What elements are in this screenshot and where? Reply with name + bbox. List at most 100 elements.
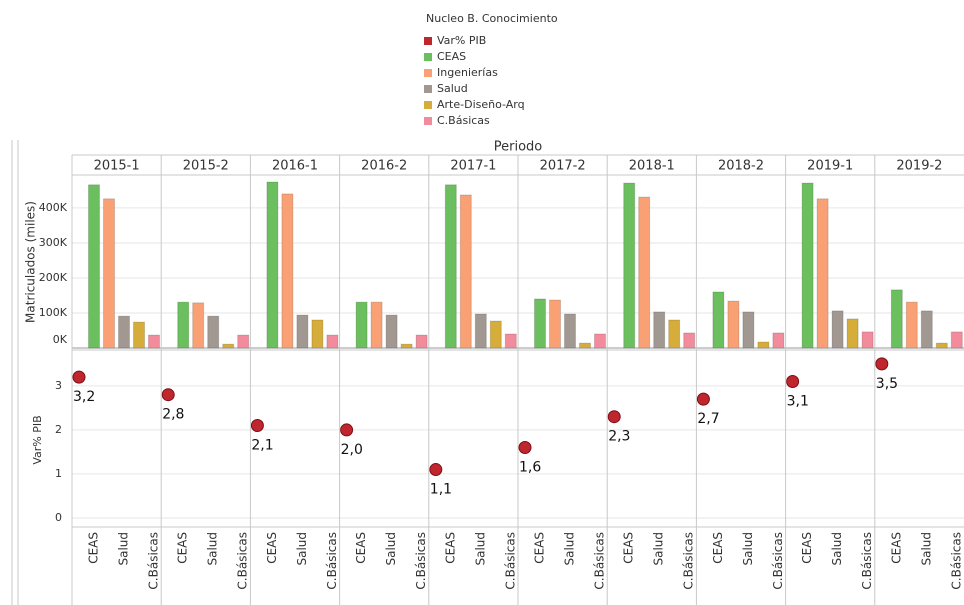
bar	[683, 332, 696, 349]
x-header-label: 2016-1	[272, 159, 318, 174]
bar	[103, 198, 115, 349]
x-header-label: 2019-2	[896, 159, 942, 174]
bar	[801, 182, 814, 349]
bar	[534, 298, 546, 349]
bar	[920, 310, 933, 349]
x-tick-label: C.Básicas	[503, 532, 517, 590]
y-title: Matriculados (miles)	[24, 201, 38, 323]
x-tick-label: C.Básicas	[414, 532, 428, 590]
x-tick-label: Salud	[473, 532, 487, 566]
data-label: 3,2	[73, 389, 95, 405]
bar	[355, 301, 368, 349]
x-tick-label: C.Básicas	[147, 532, 161, 590]
x-tick-label: CEAS	[87, 532, 101, 564]
dot	[875, 357, 889, 371]
bar	[222, 343, 235, 349]
legend-title: Nucleo B. Conocimiento	[426, 12, 558, 25]
x-tick-label: C.Básicas	[593, 532, 607, 590]
bar	[370, 301, 383, 349]
bar	[88, 184, 100, 349]
data-label: 2,3	[608, 429, 630, 445]
bar	[742, 311, 755, 349]
x-tick-label: Salud	[384, 532, 398, 566]
dot	[161, 388, 175, 402]
y-tick-label: 300K	[39, 236, 68, 249]
bar	[772, 332, 785, 349]
bar	[950, 331, 963, 349]
data-label: 2,7	[697, 411, 719, 427]
legend-label: Salud	[437, 82, 468, 95]
bar	[564, 313, 576, 349]
x-tick-label: C.Básicas	[236, 532, 250, 590]
y-tick-label: 100K	[39, 306, 68, 319]
data-label: 1,1	[430, 482, 452, 498]
x-tick-label: CEAS	[800, 532, 814, 564]
bar	[148, 334, 160, 349]
dot	[250, 419, 264, 433]
y-tick-label: 400K	[39, 201, 68, 214]
bar	[653, 311, 666, 349]
y-tick-label: 3	[55, 379, 62, 392]
bar	[415, 334, 428, 349]
y-tick-label: 0	[55, 511, 62, 524]
dot	[607, 410, 621, 424]
x-tick-label: CEAS	[533, 532, 547, 564]
bar	[385, 314, 398, 349]
data-label: 1,6	[519, 460, 541, 476]
y-tick-label: 0K	[53, 333, 68, 346]
x-header-label: 2017-2	[540, 159, 586, 174]
bar	[177, 301, 190, 349]
x-tick-label: C.Básicas	[682, 532, 696, 590]
bar	[579, 342, 591, 349]
dot	[696, 392, 710, 406]
bar	[237, 334, 250, 349]
x-tick-label: C.Básicas	[949, 532, 963, 590]
x-tick-label: C.Básicas	[860, 532, 874, 590]
x-header-label: 2018-2	[718, 159, 764, 174]
legend-label: Ingenierías	[437, 66, 498, 79]
x-tick-label: Salud	[117, 532, 131, 566]
bar	[831, 310, 844, 349]
bar	[444, 184, 457, 349]
x-tick-label: Salud	[295, 532, 309, 566]
legend-swatch	[424, 85, 432, 93]
x-header-label: 2015-2	[183, 159, 229, 174]
bar	[326, 334, 339, 349]
dot	[786, 374, 800, 388]
x-tick-label: C.Básicas	[325, 532, 339, 590]
bar	[281, 193, 294, 349]
x-tick-label: CEAS	[265, 532, 279, 564]
x-tick-label: CEAS	[711, 532, 725, 564]
x-header-label: 2019-1	[807, 159, 853, 174]
x-tick-label: CEAS	[176, 532, 190, 564]
x-header-label: 2017-1	[450, 159, 496, 174]
y-title: Var% PIB	[31, 415, 44, 464]
bar	[459, 194, 472, 349]
legend-swatch	[424, 101, 432, 109]
legend-swatch	[424, 69, 432, 77]
x-tick-label: Salud	[919, 532, 933, 566]
bar	[266, 181, 279, 349]
legend-label: C.Básicas	[437, 114, 490, 127]
y-tick-label: 200K	[39, 271, 68, 284]
x-tick-label: CEAS	[622, 532, 636, 564]
bar	[192, 302, 205, 349]
data-label: 3,1	[787, 393, 809, 409]
legend-swatch	[424, 53, 432, 61]
legend-swatch	[424, 117, 432, 125]
bar	[594, 333, 606, 349]
bar	[712, 291, 725, 349]
data-label: 3,5	[876, 376, 898, 392]
x-header-label: 2018-1	[629, 159, 675, 174]
dot	[72, 370, 86, 384]
bar	[905, 301, 918, 349]
bar	[935, 342, 948, 349]
bar	[861, 331, 874, 349]
bar	[207, 315, 220, 349]
x-tick-label: Salud	[652, 532, 666, 566]
bar	[504, 333, 517, 349]
x-header-label: 2015-1	[94, 159, 140, 174]
y-tick-label: 2	[55, 423, 62, 436]
